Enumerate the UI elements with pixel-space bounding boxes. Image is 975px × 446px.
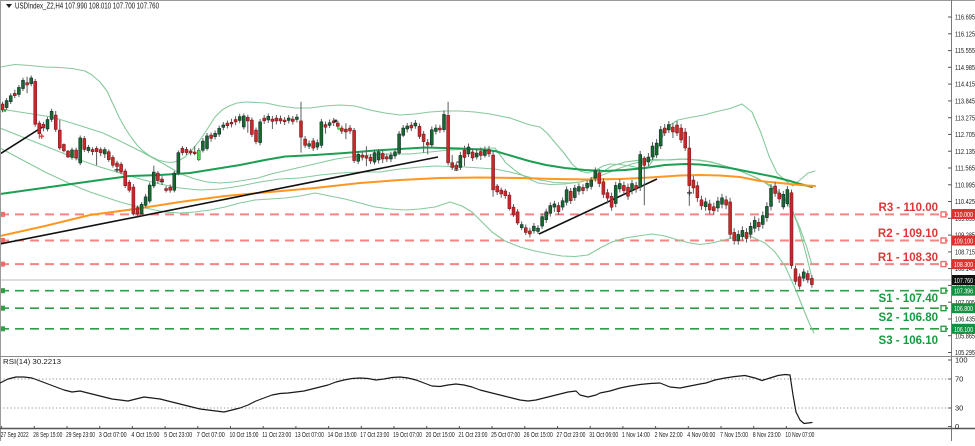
svg-text:S2 - 106.80: S2 - 106.80	[879, 312, 938, 324]
svg-text:RSI(14) 30.2213: RSI(14) 30.2213	[3, 359, 61, 366]
svg-text:3 Oct 07:00: 3 Oct 07:00	[99, 430, 127, 439]
svg-text:109.100: 109.100	[954, 237, 973, 246]
svg-text:108.300: 108.300	[954, 260, 973, 269]
svg-text:11 Oct 23:00: 11 Oct 23:00	[262, 430, 291, 439]
svg-text:110.000: 110.000	[954, 210, 973, 219]
svg-text:S3 - 106.10: S3 - 106.10	[879, 335, 938, 347]
svg-text:R2 - 109.10: R2 - 109.10	[878, 228, 938, 240]
svg-text:112.705: 112.705	[955, 130, 975, 139]
svg-text:7 Oct 07:00: 7 Oct 07:00	[197, 430, 225, 439]
svg-text:0: 0	[955, 422, 959, 431]
svg-text:114.415: 114.415	[955, 80, 975, 89]
svg-text:13 Oct 07:00: 13 Oct 07:00	[295, 430, 324, 439]
svg-text:113.845: 113.845	[955, 97, 975, 106]
svg-text:30: 30	[955, 404, 963, 413]
svg-text:111.565: 111.565	[955, 164, 975, 173]
svg-text:106.800: 106.800	[954, 304, 973, 313]
svg-text:7 Nov 15:00: 7 Nov 15:00	[720, 430, 748, 439]
svg-text:106.435: 106.435	[955, 315, 975, 324]
svg-text:10 Oct 15:00: 10 Oct 15:00	[230, 430, 259, 439]
svg-text:115.555: 115.555	[955, 46, 975, 55]
svg-text:116.125: 116.125	[955, 29, 975, 38]
svg-text:29 Sep 23:00: 29 Sep 23:00	[66, 430, 95, 439]
svg-text:110.425: 110.425	[955, 197, 975, 206]
svg-text:31 Oct 06:00: 31 Oct 06:00	[589, 430, 618, 439]
svg-text:114.985: 114.985	[955, 63, 975, 72]
svg-text:14 Oct 15:00: 14 Oct 15:00	[328, 430, 357, 439]
svg-text:2 Nov 22:00: 2 Nov 22:00	[655, 430, 683, 439]
svg-text:107.760: 107.760	[954, 276, 973, 285]
svg-text:112.135: 112.135	[955, 147, 975, 156]
svg-text:USDIndex_Z2,H4 107.990 108.01: USDIndex_Z2,H4 107.990 108.010 107.700 1…	[15, 2, 159, 11]
svg-text:4 Nov 06:00: 4 Nov 06:00	[687, 430, 715, 439]
svg-text:100: 100	[955, 356, 968, 365]
svg-text:116.695: 116.695	[955, 13, 975, 22]
svg-text:25 Oct 07:00: 25 Oct 07:00	[491, 430, 520, 439]
svg-text:107.396: 107.396	[954, 287, 973, 296]
svg-text:113.275: 113.275	[955, 113, 975, 122]
svg-text:109.285: 109.285	[955, 231, 975, 240]
svg-text:107.005: 107.005	[955, 298, 975, 307]
svg-text:R3 - 110.00: R3 - 110.00	[879, 202, 938, 214]
svg-text:108.715: 108.715	[955, 248, 975, 257]
svg-text:106.100: 106.100	[954, 325, 973, 334]
svg-text:107.575: 107.575	[955, 281, 975, 290]
svg-text:105.865: 105.865	[955, 331, 975, 340]
svg-text:5 Oct 23:00: 5 Oct 23:00	[164, 430, 192, 439]
svg-text:110.995: 110.995	[955, 180, 975, 189]
svg-text:19 Oct 07:00: 19 Oct 07:00	[393, 430, 422, 439]
svg-text:R1 - 108.30: R1 - 108.30	[878, 252, 938, 264]
svg-text:S1 - 107.40: S1 - 107.40	[879, 293, 938, 305]
svg-text:10 Nov 07:00: 10 Nov 07:00	[785, 430, 814, 439]
svg-text:28 Sep 15:00: 28 Sep 15:00	[33, 430, 62, 439]
svg-text:20 Oct 15:00: 20 Oct 15:00	[426, 430, 455, 439]
svg-text:70: 70	[955, 375, 963, 384]
svg-text:105.295: 105.295	[955, 348, 975, 357]
svg-text:4 Oct 15:00: 4 Oct 15:00	[131, 430, 159, 439]
svg-text:1 Nov 14:00: 1 Nov 14:00	[622, 430, 650, 439]
svg-text:8 Nov 23:00: 8 Nov 23:00	[753, 430, 781, 439]
svg-text:27 Oct 23:00: 27 Oct 23:00	[557, 430, 586, 439]
svg-text:26 Oct 15:00: 26 Oct 15:00	[524, 430, 553, 439]
svg-text:17 Oct 23:00: 17 Oct 23:00	[360, 430, 389, 439]
svg-text:27 Sep 2022: 27 Sep 2022	[1, 430, 29, 439]
svg-text:21 Oct 23:00: 21 Oct 23:00	[458, 430, 487, 439]
